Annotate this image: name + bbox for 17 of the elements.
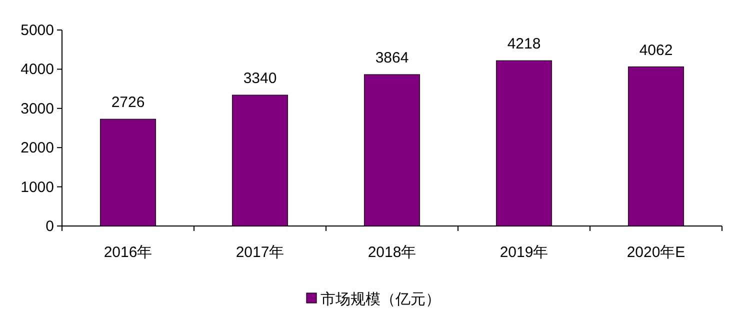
y-tick-label: 3000 <box>20 100 54 118</box>
x-tick-label: 2016年 <box>104 244 152 261</box>
y-tick-label: 5000 <box>20 22 54 39</box>
data-label: 3340 <box>243 70 277 88</box>
y-tick-label: 4000 <box>20 61 54 78</box>
data-label: 3864 <box>375 50 409 67</box>
x-tick-label: 2019年 <box>500 244 548 261</box>
x-tick-label: 2020年E <box>626 244 686 261</box>
y-tick-label: 1000 <box>20 178 54 196</box>
y-tick-label: 0 <box>46 218 54 235</box>
x-tick-label: 2018年 <box>368 244 416 261</box>
data-label: 2726 <box>111 94 145 112</box>
legend-label: 市场规模（亿元） <box>320 291 440 308</box>
x-tick-label: 2017年 <box>236 244 284 261</box>
data-label: 4062 <box>639 42 673 59</box>
y-tick-label: 2000 <box>20 140 54 157</box>
data-label: 4218 <box>507 36 541 53</box>
